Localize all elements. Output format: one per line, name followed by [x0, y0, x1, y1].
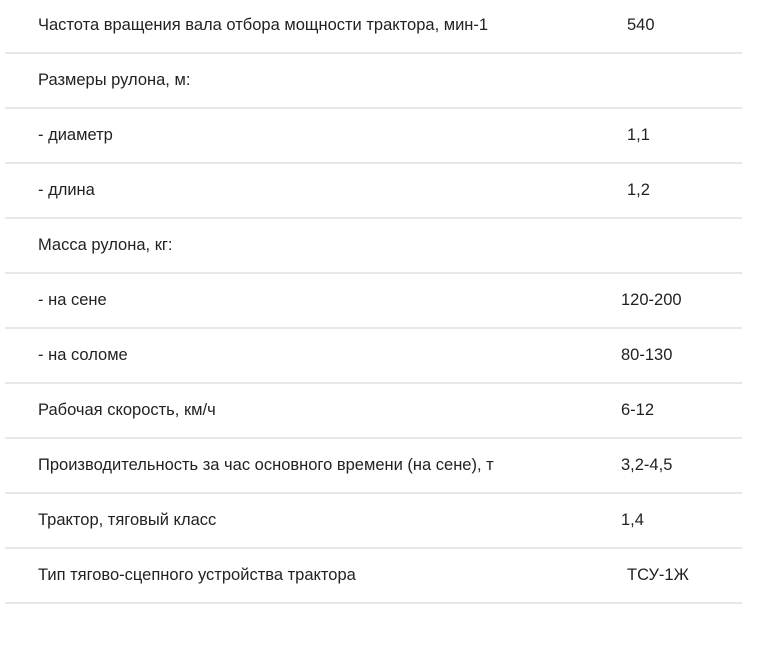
spec-label: Трактор, тяговый класс [5, 493, 611, 549]
spec-label: Производительность за час основного врем… [5, 438, 611, 494]
spec-label: - длина [5, 163, 611, 219]
spec-label: Частота вращения вала отбора мощности тр… [5, 0, 611, 54]
table-row: Размеры рулона, м: [5, 53, 742, 109]
spec-value: 1,2 [611, 163, 742, 219]
spec-value: 6-12 [611, 383, 742, 439]
spec-label: - на соломе [5, 328, 611, 384]
spec-label: Масса рулона, кг: [5, 218, 611, 274]
spec-label: - диаметр [5, 108, 611, 164]
table-row: Частота вращения вала отбора мощности тр… [5, 0, 742, 54]
table-row: Рабочая скорость, км/ч 6-12 [5, 383, 742, 439]
spec-value: 1,4 [611, 493, 742, 549]
spec-label: Рабочая скорость, км/ч [5, 383, 611, 439]
spec-value: 540 [611, 0, 742, 54]
spec-value: 1,1 [611, 108, 742, 164]
table-row: - диаметр 1,1 [5, 108, 742, 164]
spec-value: 3,2-4,5 [611, 438, 742, 494]
spec-value: ТСУ-1Ж [611, 548, 742, 604]
spec-value [611, 218, 742, 274]
spec-label: Размеры рулона, м: [5, 53, 611, 109]
table-row: Трактор, тяговый класс 1,4 [5, 493, 742, 549]
spec-value: 80-130 [611, 328, 742, 384]
spec-label: Тип тягово-сцепного устройства трактора [5, 548, 611, 604]
table-row: - длина 1,2 [5, 163, 742, 219]
table-row: - на сене 120-200 [5, 273, 742, 329]
spec-value [611, 53, 742, 109]
table-row: Тип тягово-сцепного устройства трактора Т… [5, 548, 742, 604]
specs-table: Частота вращения вала отбора мощности тр… [5, 0, 742, 604]
table-row: - на соломе 80-130 [5, 328, 742, 384]
table-row: Производительность за час основного врем… [5, 438, 742, 494]
spec-value: 120-200 [611, 273, 742, 329]
table-row: Масса рулона, кг: [5, 218, 742, 274]
spec-label: - на сене [5, 273, 611, 329]
